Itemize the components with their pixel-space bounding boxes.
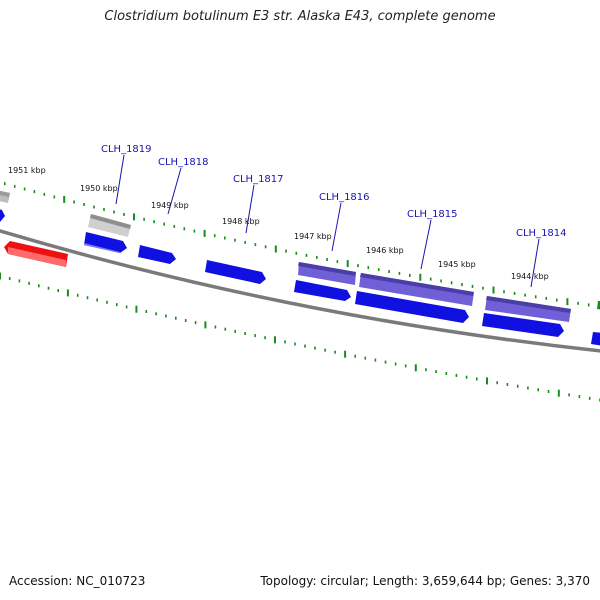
tick-label-1945: 1945 kbp: [438, 260, 476, 269]
tick-ring-outer: [4, 182, 600, 308]
feature-cds-6: [355, 291, 469, 323]
tick-label-1946: 1946 kbp: [366, 246, 404, 255]
gene-label-clh-1816: CLH_1816: [319, 192, 370, 203]
feature-cds-7: [482, 313, 564, 337]
pointer-clh-1819: [115, 154, 125, 205]
feature-pseudo-2: [88, 214, 131, 237]
feature-cds-rev-3: [485, 296, 571, 322]
genome-backbone: [0, 229, 600, 353]
feature-cds-rev-2: [359, 273, 474, 306]
gene-label-clh-1814: CLH_1814: [516, 228, 567, 239]
feature-cds-3: [138, 245, 176, 264]
tick-label-1947: 1947 kbp: [294, 232, 332, 241]
tick-label-1950: 1950 kbp: [80, 184, 118, 193]
feature-cds-4: [205, 260, 266, 284]
accession-text: Accession: NC_010723: [9, 574, 146, 588]
feature-edge: [597, 301, 600, 310]
pointer-clh-1817: [245, 184, 255, 234]
feature-cds-5: [294, 280, 351, 301]
tick-label-1951: 1951 kbp: [8, 166, 46, 175]
pointer-clh-1818: [167, 167, 182, 215]
pointer-clh-1814: [530, 238, 540, 288]
feature-rna: [4, 241, 68, 267]
gene-label-clh-1819: CLH_1819: [101, 144, 152, 155]
map-title: Clostridium botulinum E3 str. Alaska E43…: [104, 9, 496, 24]
pointer-clh-1816: [331, 202, 342, 252]
gene-label-clh-1818: CLH_1818: [158, 157, 209, 168]
tick-label-1948: 1948 kbp: [222, 217, 260, 226]
feature-cds-2: [84, 232, 127, 253]
feature-cds-rev-1: [298, 262, 356, 285]
tick-ring-inner: [0, 272, 600, 402]
gene-label-pointers: [115, 154, 540, 288]
feature-cds-8: [591, 332, 600, 346]
pointer-clh-1815: [420, 219, 432, 270]
tick-label-1944: 1944 kbp: [511, 272, 549, 281]
topology-summary: Topology: circular; Length: 3,659,644 bp…: [260, 574, 590, 588]
gene-label-clh-1815: CLH_1815: [407, 209, 458, 220]
tick-label-1949: 1949 kbp: [151, 201, 189, 210]
gene-label-clh-1817: CLH_1817: [233, 174, 284, 185]
feature-pseudo-1: [0, 190, 10, 203]
feature-cds-1: [0, 209, 5, 222]
